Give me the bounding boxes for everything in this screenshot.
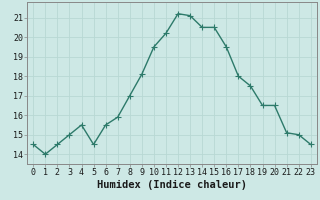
X-axis label: Humidex (Indice chaleur): Humidex (Indice chaleur) bbox=[97, 180, 247, 190]
